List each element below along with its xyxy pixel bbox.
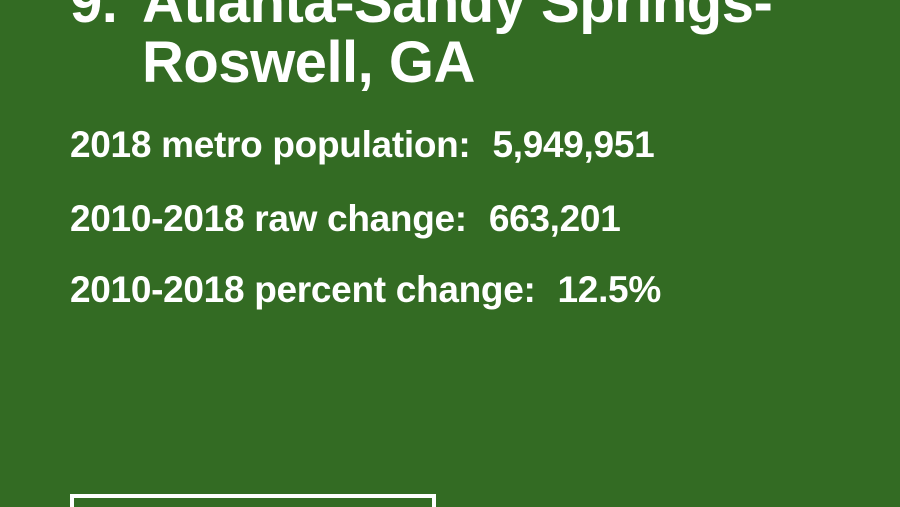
- rank-number: 9.: [70, 0, 117, 35]
- stat-label: 2018 metro population:: [70, 124, 470, 165]
- stat-value: 12.5%: [558, 269, 661, 310]
- stat-line: 2018 metro population: 5,949,951: [70, 124, 654, 165]
- button-outline: [70, 494, 436, 507]
- stat-label: 2010-2018 raw change:: [70, 198, 467, 239]
- stats: 2018 metro population: 5,949,951 2010-2018…: [70, 124, 661, 310]
- title-line: Atlanta-Sandy Springs-: [142, 0, 772, 35]
- stat-line: 2010-2018 percent change: 12.5%: [70, 269, 661, 310]
- stat-value: 663,201: [489, 198, 621, 239]
- stat-label: 2010-2018 percent change:: [70, 269, 536, 310]
- stat-line: 2010-2018 raw change: 663,201: [70, 198, 620, 239]
- title-line: Roswell, GA: [142, 30, 475, 95]
- stat-value: 5,949,951: [492, 124, 654, 165]
